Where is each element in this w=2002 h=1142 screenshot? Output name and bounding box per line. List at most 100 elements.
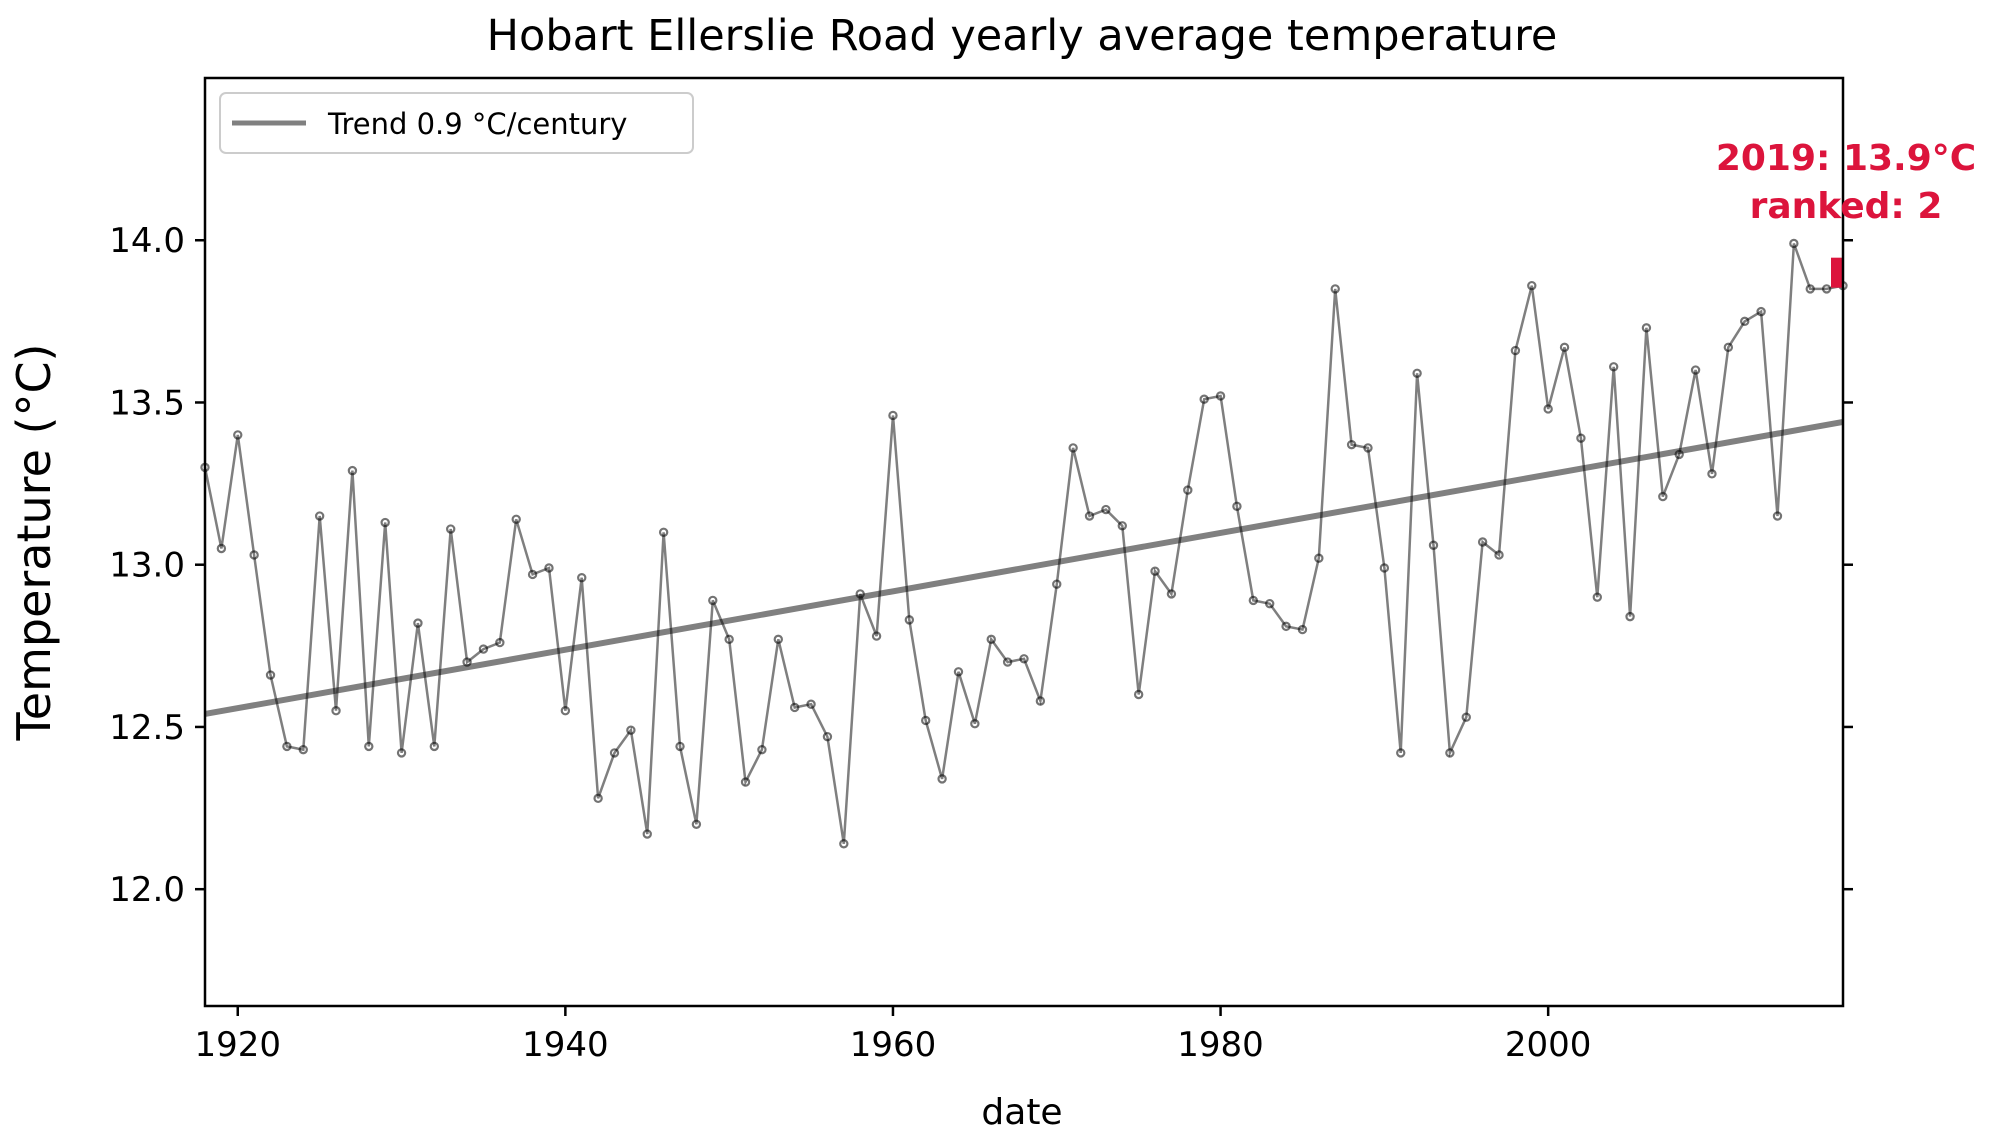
chart-title: Hobart Ellerslie Road yearly average tem…	[487, 11, 1558, 61]
x-tick-label: 1980	[1177, 1025, 1264, 1065]
temperature-point	[1019, 654, 1029, 664]
temperature-point	[839, 839, 849, 849]
temperature-point	[298, 744, 308, 755]
temperature-point	[1740, 316, 1750, 327]
trend-line	[204, 418, 1844, 717]
x-tick-label: 1940	[522, 1025, 609, 1065]
y-axis-label: Temperature (°C)	[7, 343, 61, 741]
temperature-point	[1199, 394, 1209, 404]
axis-ticks: 1920 1940 1960 1980 2000 12.0 12.5 13.0 13.5 14.0	[109, 221, 1853, 1065]
temperature-point	[249, 550, 259, 560]
temperature-point	[1232, 501, 1242, 512]
temperature-point	[1166, 589, 1177, 599]
y-tick-label: 12.5	[109, 708, 185, 748]
temperature-point	[806, 699, 816, 709]
temperature-point	[429, 741, 440, 752]
x-tick-label: 1960	[850, 1025, 937, 1065]
temperature-point	[216, 543, 227, 554]
legend-label-trend: Trend 0.9 °C/century	[327, 107, 627, 141]
highlight-annotation-rank: ranked: 2	[1750, 186, 1943, 227]
plot-frame	[203, 76, 1845, 1008]
temperature-point	[478, 644, 489, 654]
temperature-point	[544, 563, 554, 573]
temperature-point	[642, 829, 652, 839]
temperature-point	[822, 731, 833, 742]
temperature-point	[855, 589, 865, 599]
temperature-point	[1330, 284, 1340, 294]
temperature-point	[282, 741, 292, 752]
temperature-point	[904, 615, 915, 625]
temperature-point	[527, 569, 538, 580]
temperature-point	[1133, 689, 1144, 700]
temperature-point	[1035, 696, 1046, 706]
temperature-point	[691, 819, 702, 829]
temperature-point	[921, 715, 931, 726]
y-tick-label: 13.5	[109, 383, 185, 423]
temperature-point	[593, 793, 603, 804]
temperature-point	[1789, 238, 1799, 249]
temperature-point	[740, 777, 751, 787]
temperature-point	[1445, 748, 1455, 758]
temperature-point	[1117, 521, 1127, 531]
temperature-point	[1641, 323, 1652, 333]
temperature-point	[233, 430, 243, 440]
temperature-point	[1264, 598, 1275, 609]
temperature-point	[1101, 504, 1111, 515]
y-tick-label: 13.0	[109, 546, 185, 586]
temperature-point	[495, 637, 505, 648]
temperature-point	[970, 719, 980, 729]
temperature-point	[1412, 368, 1422, 378]
temperature-point	[560, 706, 571, 716]
temperature-point	[1428, 540, 1439, 550]
temperature-point	[1625, 611, 1635, 622]
temperature-point	[1608, 362, 1619, 372]
y-tick-label: 14.0	[109, 221, 185, 261]
legend-box	[219, 92, 694, 154]
temperature-point	[1592, 592, 1603, 602]
temperature-point	[953, 667, 964, 677]
temperature-point	[609, 748, 620, 758]
temperature-point	[1658, 491, 1668, 502]
x-axis-label: date	[981, 1092, 1062, 1133]
temperature-point	[380, 517, 390, 528]
temperature-point	[1314, 553, 1324, 563]
temperature-point	[789, 702, 800, 713]
temperature-point	[413, 618, 423, 628]
temperature-point	[1756, 306, 1766, 317]
temperature-point	[1183, 485, 1193, 495]
temperature-point	[1543, 404, 1553, 414]
temperature-point	[1068, 443, 1078, 453]
y-tick-label: 12.0	[109, 870, 185, 910]
temperature-point	[1576, 433, 1586, 443]
temperature-point	[708, 595, 718, 606]
temperature-point	[511, 514, 521, 524]
highlight-marker	[1831, 257, 1843, 288]
temperature-point	[1707, 469, 1717, 479]
legend: Trend 0.9 °C/century	[219, 92, 694, 154]
temperature-point	[626, 725, 636, 735]
temperature-point	[1772, 511, 1783, 521]
temperature-point	[396, 748, 407, 758]
temperature-point	[773, 634, 784, 645]
temperature-point	[1494, 550, 1504, 560]
temperature-point	[986, 634, 996, 645]
temperature-point	[1215, 391, 1226, 401]
temperature-point	[1346, 439, 1357, 450]
temperature-point	[1461, 712, 1471, 722]
temperature-point	[724, 634, 734, 645]
temperature-point	[1248, 595, 1259, 606]
temperature-point	[331, 706, 341, 716]
temperature-point	[1559, 342, 1570, 353]
temperature-point	[1690, 365, 1701, 375]
temperature-point	[675, 741, 685, 752]
temperature-point	[757, 744, 767, 755]
temperature-point	[1477, 537, 1488, 547]
temperature-point	[1821, 284, 1832, 294]
temperature-point	[1379, 563, 1390, 573]
temperature-line	[203, 243, 1844, 844]
x-tick-label: 2000	[1505, 1025, 1592, 1065]
highlight-annotation-value: 2019: 13.9°C	[1716, 138, 1976, 179]
temperature-point	[658, 527, 669, 537]
